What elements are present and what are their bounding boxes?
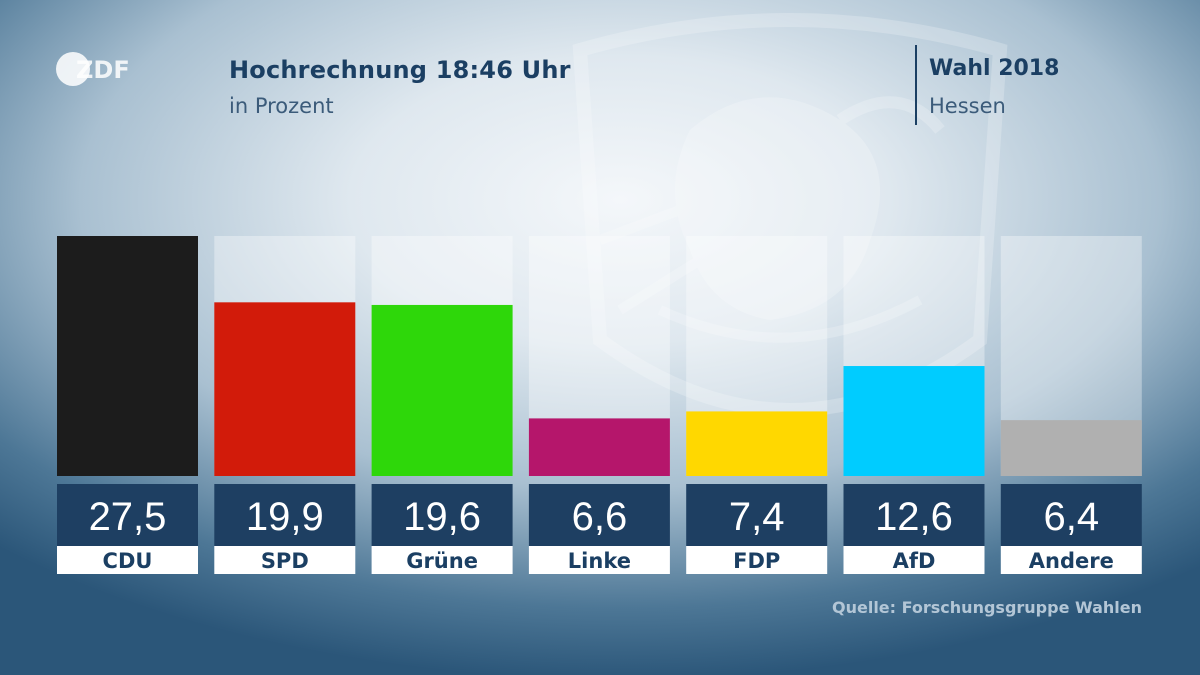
value-box xyxy=(843,484,985,546)
party-label-box xyxy=(843,546,985,574)
bar xyxy=(1000,420,1142,476)
party-label: CDU xyxy=(103,549,153,573)
party-label: Andere xyxy=(1029,549,1114,573)
value-label: 7,4 xyxy=(729,495,785,539)
source-note: Quelle: Forschungsgruppe Wahlen xyxy=(831,598,1142,617)
chart-subtitle: in Prozent xyxy=(229,94,334,118)
value-label: 27,5 xyxy=(89,495,167,539)
party-label: Linke xyxy=(568,549,631,573)
chart-title: Hochrechnung 18:46 Uhr xyxy=(229,56,571,84)
zdf-logo: ZDF xyxy=(56,52,130,86)
value-box xyxy=(1000,484,1142,546)
value-label: 6,6 xyxy=(572,495,628,539)
value-label: 19,9 xyxy=(246,495,324,539)
party-label: Grüne xyxy=(406,549,478,573)
bar xyxy=(843,366,985,476)
election-label: Wahl 2018 xyxy=(929,56,1060,81)
value-label: 6,4 xyxy=(1043,495,1099,539)
value-box xyxy=(528,484,670,546)
party-label-box xyxy=(371,546,513,574)
bar xyxy=(57,236,198,476)
party-label-box xyxy=(214,546,356,574)
region-label: Hessen xyxy=(929,94,1006,118)
bar xyxy=(528,418,670,476)
party-label-box xyxy=(686,546,828,574)
party-label: FDP xyxy=(733,549,780,573)
hessen-lion-crest-watermark xyxy=(572,13,1008,417)
zdf-logo-text: ZDF xyxy=(76,56,130,84)
party-label-box xyxy=(528,546,670,574)
party-label-box xyxy=(57,546,198,574)
bar xyxy=(686,411,828,476)
value-box xyxy=(57,484,198,546)
header-divider xyxy=(915,45,917,125)
value-box xyxy=(686,484,828,546)
value-label: 19,6 xyxy=(403,495,481,539)
value-box xyxy=(371,484,513,546)
party-label-box xyxy=(1000,546,1142,574)
bar xyxy=(371,304,513,476)
value-box xyxy=(214,484,356,546)
party-label: SPD xyxy=(261,549,309,573)
value-label: 12,6 xyxy=(875,495,953,539)
party-label: AfD xyxy=(893,549,936,573)
bar xyxy=(214,302,356,476)
